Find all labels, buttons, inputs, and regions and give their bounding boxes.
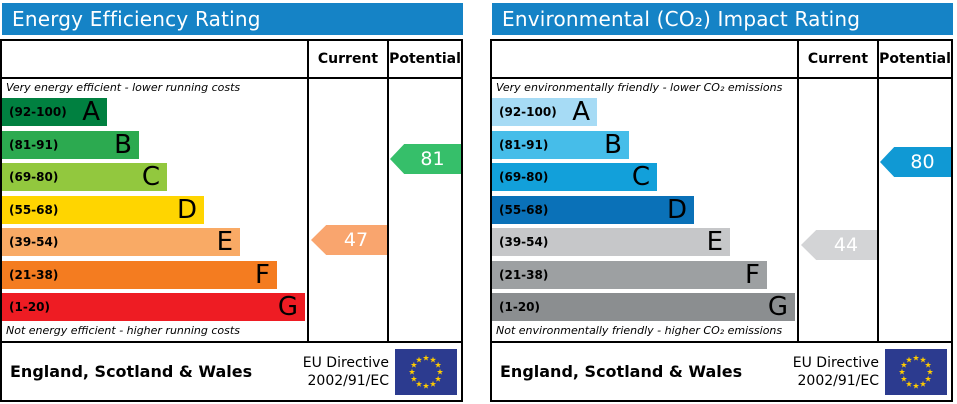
band-f: (21-38) F: [492, 259, 767, 290]
band-range: (39-54): [499, 235, 549, 249]
band-letter: C: [141, 162, 160, 192]
band-letter: B: [604, 129, 622, 160]
band-c: (69-80) C: [2, 162, 167, 192]
top-note: Very environmentally friendly - lower CO…: [496, 81, 783, 94]
table-footer: England, Scotland & Wales EU Directive 2…: [2, 341, 461, 400]
current-arrow: 47: [311, 225, 387, 255]
column-divider: [307, 41, 309, 341]
band-g: (1-20) G: [2, 292, 305, 322]
band-e: (39-54) E: [2, 227, 240, 257]
band-e: (39-54) E: [492, 227, 730, 257]
band-letter: G: [767, 292, 788, 322]
band-d: (55-68) D: [2, 194, 204, 225]
potential-arrow: 80: [880, 147, 951, 177]
column-divider: [387, 41, 389, 341]
band-letter: F: [255, 259, 270, 290]
band-range: (92-100): [499, 105, 557, 119]
band-range: (21-38): [9, 267, 59, 282]
panel-title: Energy Efficiency Rating: [12, 7, 261, 31]
band-range: (69-80): [499, 170, 549, 184]
band-letter: B: [114, 129, 132, 160]
band-d: (55-68) D: [492, 194, 694, 225]
band-a: (92-100) A: [492, 97, 597, 127]
band-b: (81-91) B: [492, 129, 629, 160]
table-footer: England, Scotland & Wales EU Directive 2…: [492, 341, 951, 400]
rating-table: Current Potential Very energy efficient …: [0, 39, 463, 402]
band-a: (92-100) A: [2, 97, 107, 127]
band-f: (21-38) F: [2, 259, 277, 290]
band-range: (55-68): [9, 202, 59, 217]
top-note: Very energy efficient - lower running co…: [6, 81, 241, 94]
potential-arrow: 81: [390, 144, 461, 174]
band-g: (1-20) G: [492, 292, 795, 322]
band-range: (92-100): [9, 105, 67, 119]
band-letter: D: [666, 194, 687, 225]
band-range: (1-20): [499, 300, 540, 314]
band-c: (69-80) C: [492, 162, 657, 192]
eu-flag-icon: [395, 348, 457, 395]
band-range: (21-38): [499, 267, 549, 282]
region-label: England, Scotland & Wales: [10, 362, 253, 381]
potential-column-header: Potential: [389, 51, 461, 67]
panel-title-bar: Environmental (CO₂) Impact Rating: [492, 3, 953, 35]
panel-title: Environmental (CO₂) Impact Rating: [502, 7, 861, 31]
rating-table: Current Potential Very environmentally f…: [490, 39, 953, 402]
current-column-header: Current: [807, 51, 869, 67]
band-letter: A: [82, 97, 100, 127]
bottom-note: Not energy efficient - higher running co…: [6, 324, 240, 337]
region-label: England, Scotland & Wales: [500, 362, 743, 381]
table-header-row: Current Potential: [2, 41, 461, 79]
band-range: (39-54): [9, 235, 59, 249]
band-letter: A: [572, 97, 590, 127]
panel-energy-efficiency: Energy Efficiency Rating Current Potenti…: [0, 0, 466, 404]
potential-column-header: Potential: [879, 51, 951, 67]
band-letter: F: [745, 259, 760, 290]
band-range: (1-20): [9, 300, 50, 314]
band-range: (69-80): [9, 170, 59, 184]
panel-environmental-impact: Environmental (CO₂) Impact Rating Curren…: [490, 0, 956, 404]
band-letter: G: [277, 292, 298, 322]
table-header-row: Current Potential: [492, 41, 951, 79]
band-letter: E: [706, 227, 723, 257]
panel-title-bar: Energy Efficiency Rating: [2, 3, 463, 35]
band-range: (81-91): [499, 137, 549, 152]
band-letter: D: [176, 194, 197, 225]
bottom-note: Not environmentally friendly - higher CO…: [496, 324, 783, 337]
band-letter: C: [631, 162, 650, 192]
column-divider: [797, 41, 799, 341]
eu-directive-label: EU Directive 2002/91/EC: [792, 354, 879, 389]
band-letter: E: [216, 227, 233, 257]
current-arrow: 44: [801, 230, 877, 260]
band-range: (55-68): [499, 202, 549, 217]
column-divider: [877, 41, 879, 341]
eu-flag-icon: [885, 348, 947, 395]
band-range: (81-91): [9, 137, 59, 152]
band-b: (81-91) B: [2, 129, 139, 160]
eu-directive-label: EU Directive 2002/91/EC: [302, 354, 389, 389]
current-column-header: Current: [317, 51, 379, 67]
